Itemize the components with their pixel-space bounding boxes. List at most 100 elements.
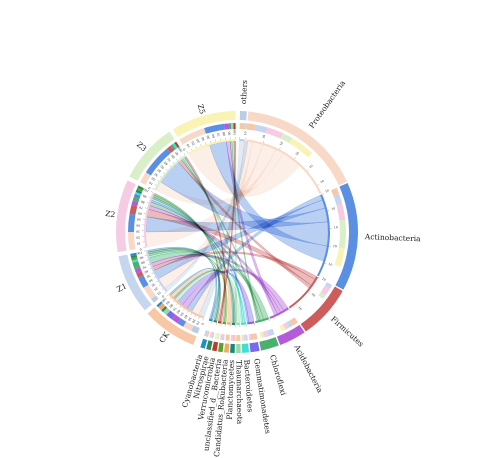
sample-tick [176, 303, 178, 306]
taxon-tick [308, 291, 310, 294]
taxon-tick-label: 10 [334, 225, 338, 229]
taxon-composition-bar [334, 247, 345, 267]
sample-tick [191, 148, 193, 151]
sample-tick-label: 10 [156, 290, 162, 296]
taxon-tick-label: 10 [324, 188, 329, 193]
sample-tick [158, 284, 161, 287]
sample-tick [151, 272, 154, 274]
sample-tick-label: 30 [136, 229, 140, 233]
taxon-tick [268, 319, 270, 322]
taxon-outer-band [259, 337, 279, 351]
sample-tick-label: 100 [136, 251, 143, 256]
sample-composition-bar [224, 123, 230, 130]
sample-composition-bar [129, 204, 138, 215]
taxon-composition-bar [279, 324, 286, 332]
taxon-segment-thaumarchaeota [234, 322, 241, 353]
taxon-composition-bar [254, 124, 268, 134]
taxon-tick [273, 317, 275, 320]
taxon-segment-cyanobacteria [200, 318, 213, 349]
sample-composition-bar [158, 303, 166, 311]
sample-tick-label: 80 [140, 199, 145, 204]
sample-composition-bar [183, 321, 194, 331]
sample-tick-label: 10 [186, 143, 191, 148]
taxon-segment-candidatus-rokubacteria [224, 322, 231, 353]
sample-tick-label: 90 [174, 151, 180, 157]
taxon-segment-unclassified-d-bacteria [218, 321, 227, 353]
sample-composition-bar [231, 123, 234, 130]
taxon-tick-label: 10 [311, 292, 317, 298]
sample-tick [186, 151, 188, 154]
sample-tick-label: 80 [222, 132, 226, 136]
taxon-composition-bar [216, 333, 220, 340]
sample-composition-bar [128, 213, 136, 232]
taxon-composition-bar [263, 330, 269, 338]
sample-tick-label: 30 [153, 172, 159, 178]
sample-tick [153, 276, 156, 279]
sample-tick-label: 0 [182, 147, 186, 151]
taxon-tick [307, 169, 309, 172]
sample-tick [195, 146, 197, 149]
taxon-tick [321, 193, 324, 195]
sample-tick-label: 50 [179, 311, 185, 316]
sample-tick [162, 172, 165, 174]
sample-tick [172, 300, 175, 303]
taxon-composition-bar [331, 187, 340, 196]
chord-ribbons [145, 140, 329, 324]
taxon-outer-band [300, 286, 343, 332]
sample-composition-bar [204, 123, 225, 134]
taxon-composition-bar [289, 138, 313, 158]
sample-outer-band [116, 180, 136, 253]
taxon-segment-gemmatimonadetes [247, 321, 260, 353]
sample-composition-bar [166, 310, 176, 320]
taxon-tick-label: 10 [243, 131, 247, 135]
taxon-inner-track [288, 276, 319, 309]
taxon-segment-firmicutes: 10 10 10 [288, 276, 343, 332]
taxon-label-bacteroidetes: Bacteroidetes [242, 359, 255, 412]
taxon-composition-bar [336, 203, 346, 221]
sample-tick-label: 30 [151, 282, 156, 287]
sample-composition-bar [177, 318, 187, 327]
sample-tick-label: 20 [153, 286, 158, 292]
sample-tick [148, 196, 151, 198]
sample-tick-label: 50 [146, 274, 151, 279]
sample-tick [164, 292, 167, 294]
taxon-inner-track [227, 322, 231, 325]
sample-outer-band [172, 111, 236, 137]
taxon-composition-bar [239, 123, 246, 130]
ribbon-z3-verrucomicrobia [184, 156, 226, 322]
taxon-outer-band [230, 343, 235, 353]
sample-composition-bar [131, 258, 139, 263]
sample-tick-label: 40 [156, 168, 162, 174]
sample-label-z2: Z2 [105, 209, 116, 219]
taxon-outer-band [224, 343, 230, 353]
taxon-tick-label: 10 [321, 277, 326, 282]
taxon-composition-bar [320, 285, 331, 296]
sample-tick-label: 80 [170, 154, 176, 160]
taxon-composition-bar [221, 334, 225, 341]
sample-outer-band [147, 307, 197, 345]
taxon-composition-bar [333, 193, 343, 206]
sample-tick [172, 161, 175, 164]
taxon-composition-bar [203, 330, 208, 337]
taxon-composition-bar [318, 292, 326, 299]
sample-tick [149, 268, 152, 270]
taxon-composition-bar [250, 333, 258, 341]
sample-tick [179, 306, 182, 308]
taxon-outer-band [241, 343, 250, 353]
sample-tick-label: 20 [191, 141, 196, 146]
sample-tick [161, 288, 164, 290]
sample-composition-bar [151, 295, 159, 303]
taxon-composition-bar [211, 332, 215, 339]
sample-tick [194, 315, 196, 318]
sample-tick [146, 259, 149, 261]
taxon-inner-track [208, 318, 213, 322]
sample-tick-label: 60 [163, 161, 169, 167]
taxon-label-planctomycetes: Planctomycetes [225, 360, 236, 420]
sample-tick-label: 100 [177, 146, 184, 153]
sample-tick-label: 70 [172, 306, 178, 312]
sample-composition-bar [134, 193, 141, 199]
sample-tick-label: 0 [139, 247, 142, 251]
